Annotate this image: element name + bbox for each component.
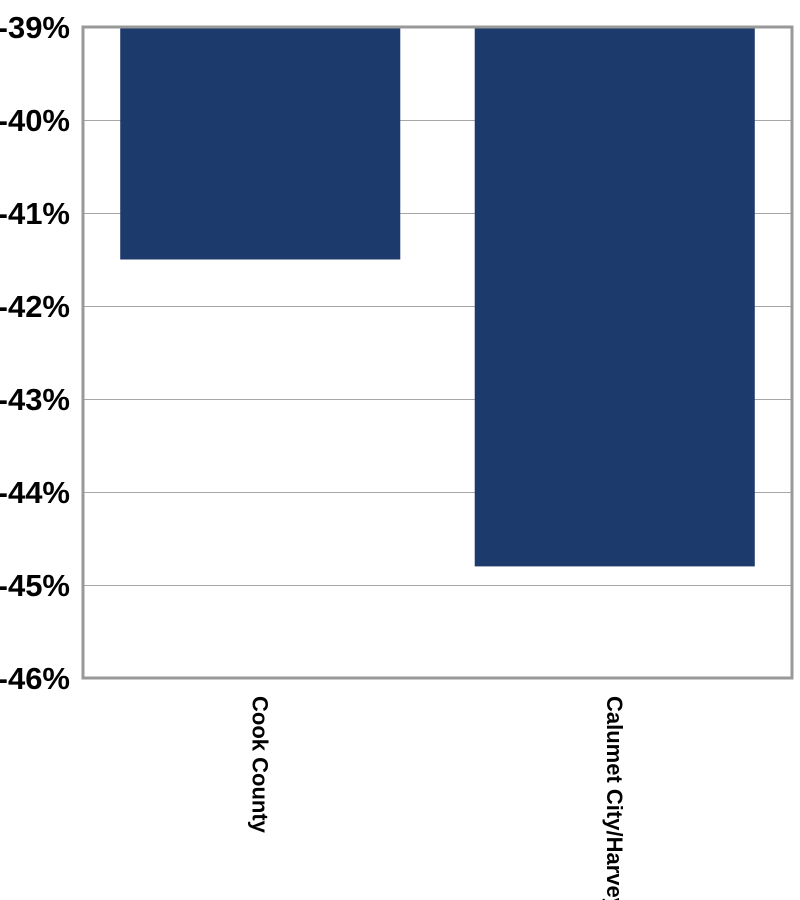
bar-cook-county xyxy=(120,27,401,260)
x-category-label: Calumet City/Harvey xyxy=(602,696,627,900)
y-tick-label: -39% xyxy=(0,10,70,45)
y-tick-label: -46% xyxy=(0,661,70,696)
y-axis-tick-labels: -39% -40% -41% -42% -43% -44% -45% -46% xyxy=(0,10,70,696)
plot-frame xyxy=(81,25,794,680)
x-axis-category-labels: Cook County Calumet City/Harvey xyxy=(247,696,627,900)
bar-calumet-city-harvey xyxy=(474,27,755,567)
y-tick-label: -42% xyxy=(0,289,70,324)
y-tick-label: -41% xyxy=(0,196,70,231)
y-tick-label: -44% xyxy=(0,475,70,510)
bars xyxy=(120,27,755,567)
x-category-label: Cook County xyxy=(247,696,272,834)
y-tick-label: -40% xyxy=(0,103,70,138)
plot-border xyxy=(81,25,794,680)
y-tick-label: -43% xyxy=(0,382,70,417)
y-tick-label: -45% xyxy=(0,568,70,603)
